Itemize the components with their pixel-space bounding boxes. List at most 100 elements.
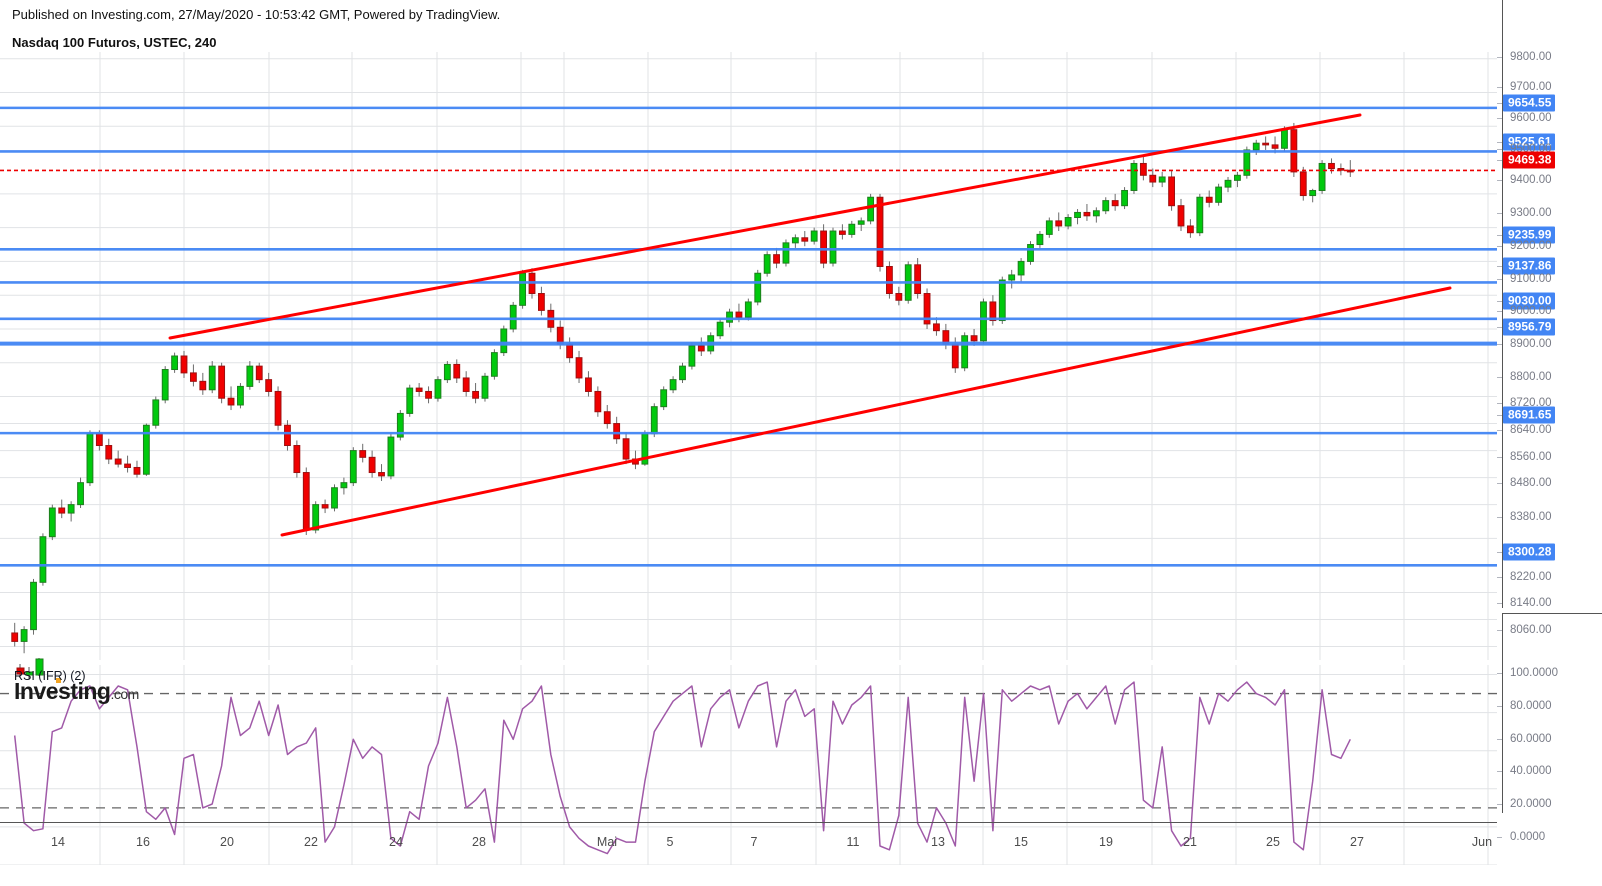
candlestick-body <box>1045 220 1053 235</box>
time-axis-label: Jun <box>1471 835 1493 849</box>
price-axis-label-tick <box>1497 483 1502 484</box>
time-axis-label: 24 <box>389 835 403 849</box>
candlestick-body <box>11 632 19 642</box>
price-axis-label-badge[interactable]: 8300.28 <box>1503 543 1556 561</box>
candlestick-body <box>895 293 903 301</box>
rsi-line-svg <box>0 665 1497 865</box>
candlestick-body <box>923 293 931 325</box>
candlestick-body <box>349 450 357 484</box>
candlestick-body <box>105 445 113 460</box>
candlestick-body <box>1205 196 1213 203</box>
price-axis-label-badge[interactable]: 8956.79 <box>1503 318 1556 336</box>
price-axis-label-badge[interactable]: 9654.55 <box>1503 94 1556 112</box>
price-axis-label: 9300.00 <box>1510 207 1552 219</box>
candlestick-body <box>980 301 987 342</box>
candlestick-body <box>1186 225 1194 234</box>
candlestick-body <box>1158 176 1166 183</box>
price-axis-label: 9700.00 <box>1510 81 1552 93</box>
candlestick-body <box>1102 200 1110 212</box>
time-axis-label: 25 <box>1266 835 1280 849</box>
candlestick-body <box>302 472 310 531</box>
rsi-axis-label: 60.0000 <box>1510 733 1552 745</box>
price-axis-label-tick <box>1497 57 1502 58</box>
rsi-axis-label-tick <box>1497 771 1502 772</box>
candlestick-body <box>331 487 338 509</box>
price-axis-label-badge[interactable]: 9137.86 <box>1503 257 1556 275</box>
candlestick-body <box>716 321 724 337</box>
candlestick-body <box>1130 162 1138 191</box>
candlestick-body <box>30 581 37 631</box>
candlestick-body <box>867 196 875 222</box>
price-axis-label-tick <box>1497 160 1502 161</box>
price-axis-label: 8480.00 <box>1510 477 1552 489</box>
price-axis-label-tick <box>1497 266 1502 267</box>
price-axis-label-tick <box>1497 344 1502 345</box>
price-axis-label-tick <box>1497 377 1502 378</box>
time-axis-label: 28 <box>472 835 486 849</box>
price-axis-label: 8060.00 <box>1510 624 1552 636</box>
candlestick-body <box>1271 144 1279 149</box>
time-axis-label: Mai <box>596 835 618 849</box>
candlestick-body <box>810 230 818 242</box>
rsi-pane[interactable] <box>0 665 1497 865</box>
price-axis-label-tick <box>1497 180 1502 181</box>
candlestick-body <box>1309 189 1317 197</box>
time-axis-separator <box>0 822 1497 823</box>
time-axis-label: 13 <box>931 835 945 849</box>
candlestick-body <box>161 369 169 401</box>
candlestick-body <box>425 390 432 399</box>
candlestick-body <box>1281 129 1288 149</box>
rsi-pane-separator <box>1502 613 1602 614</box>
candlestick-body <box>509 304 517 330</box>
price-axis-label: 8800.00 <box>1510 371 1552 383</box>
price-axis-label: 8900.00 <box>1510 338 1552 350</box>
price-axis-label: 8140.00 <box>1510 597 1552 609</box>
candlestick-body <box>490 352 498 377</box>
price-axis-label-badge[interactable]: 9469.38 <box>1503 151 1556 169</box>
rsi-indicator-label[interactable]: RSI (IFR) (2) <box>14 669 86 683</box>
candlestick-body <box>434 379 442 399</box>
rsi-axis-label: 0.0000 <box>1510 831 1546 843</box>
price-axis-label-tick <box>1497 246 1502 247</box>
candlestick-body <box>95 433 103 447</box>
rsi-axis-label-tick <box>1497 804 1502 805</box>
candlestick-body <box>1074 211 1081 219</box>
candlestick-body <box>255 365 263 381</box>
candlestick-body <box>189 372 197 382</box>
price-axis-label-tick <box>1497 279 1502 280</box>
time-axis-label: 19 <box>1099 835 1113 849</box>
candlestick-body <box>697 345 705 352</box>
trendline-lower-channel[interactable] <box>280 286 1452 537</box>
price-axis-label-tick <box>1497 327 1502 328</box>
candlestick-body <box>933 323 940 332</box>
candlestick-body <box>1036 233 1044 246</box>
price-axis-label-badge[interactable]: 8691.65 <box>1503 406 1556 424</box>
price-axis-label-badge[interactable]: 9235.99 <box>1503 226 1556 244</box>
candlestick-body <box>462 377 470 392</box>
price-axis[interactable]: 9800.00 9700.00 9654.55 9600.00 9525.61 9500.… <box>1497 0 1602 843</box>
candlestick-body <box>519 272 527 306</box>
price-axis-label-badge[interactable]: 9525.61 <box>1503 133 1556 151</box>
price-axis-label: 9000.00 <box>1510 305 1552 317</box>
candlestick-body <box>726 311 733 323</box>
price-axis-label: 9200.00 <box>1510 240 1552 252</box>
candlestick-body <box>566 343 574 359</box>
price-axis-label-tick <box>1497 430 1502 431</box>
candlestick-body <box>133 466 141 475</box>
logo-candles-icon <box>16 658 44 679</box>
candlestick-body <box>500 328 508 354</box>
price-axis-label-badge[interactable]: 9030.00 <box>1503 292 1556 310</box>
rsi-axis-label: 20.0000 <box>1510 798 1552 810</box>
time-axis[interactable]: 14 16 20 22 24 28 Mai 5 7 11 13 15 19 21 25 27 Jun <box>0 813 1602 886</box>
price-axis-label: 8720.00 <box>1510 397 1552 409</box>
candlestick-body <box>1092 210 1100 217</box>
candlestick-body <box>735 311 743 318</box>
trendline-upper-channel[interactable] <box>168 113 1362 340</box>
candlestick-body <box>171 355 179 371</box>
time-axis-label: 14 <box>51 835 65 849</box>
investing-logo: Investing.com <box>14 658 139 703</box>
candlestick-body <box>886 265 893 295</box>
candlestick-body <box>114 458 122 465</box>
price-axis-label-tick <box>1497 213 1502 214</box>
price-pane[interactable] <box>0 52 1497 660</box>
